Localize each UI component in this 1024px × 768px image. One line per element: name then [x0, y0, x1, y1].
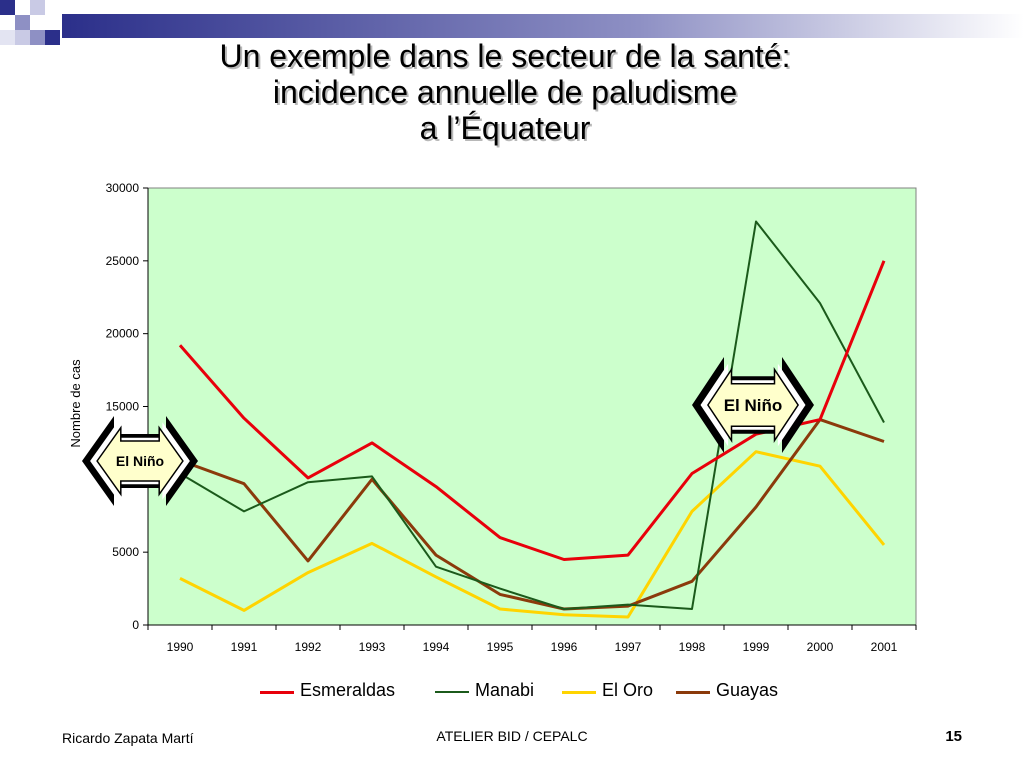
series-line-guayas: [179, 418, 885, 611]
title-line-3: a l’Équateur: [419, 110, 591, 146]
page-number: 15: [945, 728, 962, 745]
y-tick-label-5000: 5000: [112, 545, 139, 559]
x-tick-label-2001: 2001: [871, 640, 898, 654]
y-tick-label-20000: 20000: [106, 327, 140, 341]
y-tick-label-30000: 30000: [106, 181, 140, 195]
y-tick-label-0: 0: [132, 618, 139, 632]
y-axis-title: Nombre de cas: [68, 359, 83, 448]
el-nino-callout-small: El Niño: [82, 416, 198, 506]
header-decoration: [0, 0, 1024, 45]
x-tick-label-1995: 1995: [487, 640, 514, 654]
legend-swatch-manabi: [435, 691, 469, 693]
series-line-manabi: [179, 220, 885, 610]
legend-label-guayas: Guayas: [716, 680, 779, 700]
slide-title: Un exemple dans le secteur de la santé: …: [100, 38, 910, 146]
x-tick-label-1991: 1991: [231, 640, 258, 654]
el-nino-callout-large-inner: [706, 367, 800, 443]
legend-label-manabi: Manabi: [475, 680, 535, 700]
series-line-el-oro: [179, 450, 886, 619]
footer-author: Ricardo Zapata Martí: [62, 730, 194, 746]
legend-swatch-esmeraldas: [260, 691, 294, 694]
x-tick-label-1994: 1994: [423, 640, 450, 654]
legend-swatch-guayas: [676, 691, 710, 694]
x-tick-label-1997: 1997: [615, 640, 642, 654]
title-line-2: incidence annuelle de paludisme: [272, 74, 738, 110]
legend-label-el-oro: El Oro: [602, 680, 654, 700]
el-nino-callout-large-label: El Niño: [724, 396, 783, 415]
x-tick-label-2000: 2000: [807, 640, 834, 654]
legend-label-esmeraldas: Esmeraldas: [300, 680, 396, 700]
x-tick-label-1993: 1993: [359, 640, 386, 654]
el-nino-callout-small-label: El Niño: [116, 453, 164, 469]
legend-swatch-el-oro: [562, 691, 596, 694]
chart-legend: Esmeraldas Manabi El Oro Guayas: [260, 680, 820, 704]
el-nino-callout-large: El Niño: [692, 357, 814, 453]
x-tick-label-1990: 1990: [167, 640, 194, 654]
x-tick-label-1999: 1999: [743, 640, 770, 654]
footer-event: ATELIER BID / CEPALC: [436, 728, 588, 744]
el-nino-callout-small-inner: [96, 425, 184, 497]
x-tick-label-1992: 1992: [295, 640, 322, 654]
y-tick-label-25000: 25000: [106, 254, 140, 268]
y-tick-label-15000: 15000: [106, 400, 140, 414]
x-tick-label-1998: 1998: [679, 640, 706, 654]
x-tick-label-1996: 1996: [551, 640, 578, 654]
title-line-1: Un exemple dans le secteur de la santé:: [219, 38, 791, 74]
